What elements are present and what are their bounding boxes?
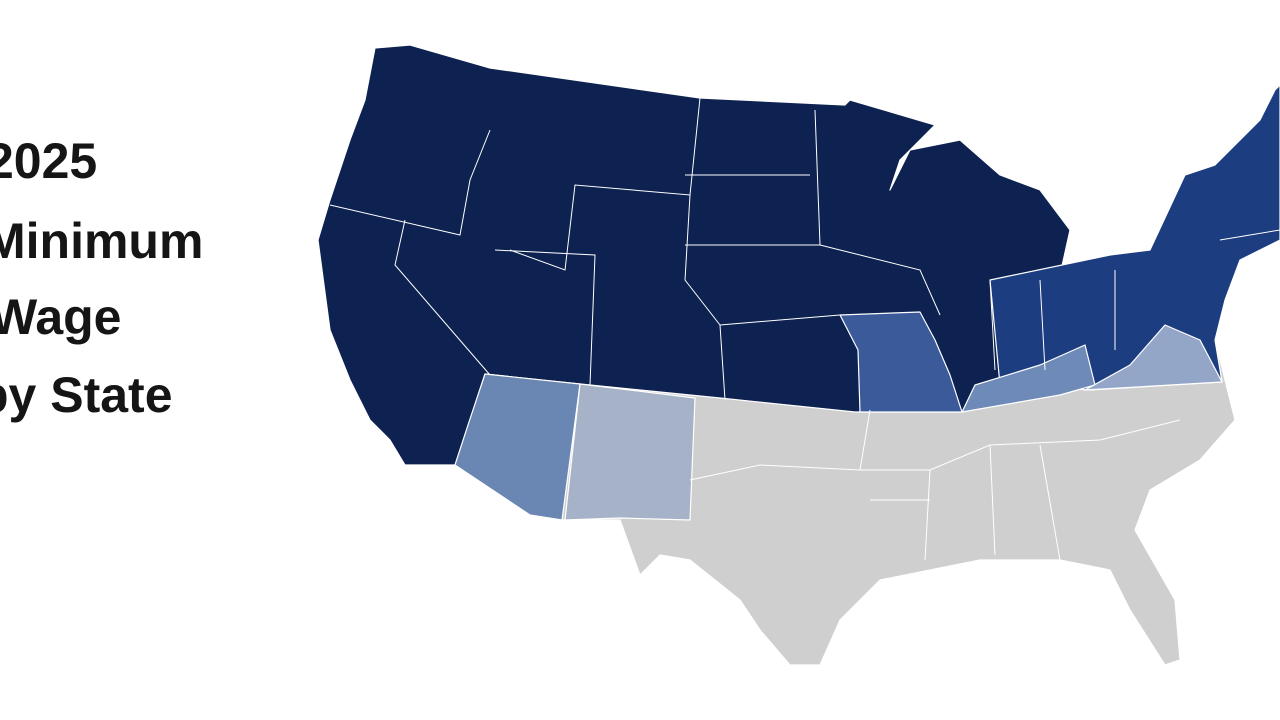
title-line: by State (0, 367, 173, 423)
title-line: 2025 (0, 133, 97, 189)
us-map (317, 44, 1280, 666)
state-borders (329, 97, 1280, 561)
state-light (1084, 324, 1223, 391)
title: 2025 Minimum Wage by State (0, 133, 203, 423)
state-new-mexico (564, 383, 696, 521)
state-light (961, 344, 1096, 413)
state-medium (839, 311, 963, 413)
title-line: Wage (0, 289, 122, 345)
title-line: Minimum (0, 213, 203, 269)
